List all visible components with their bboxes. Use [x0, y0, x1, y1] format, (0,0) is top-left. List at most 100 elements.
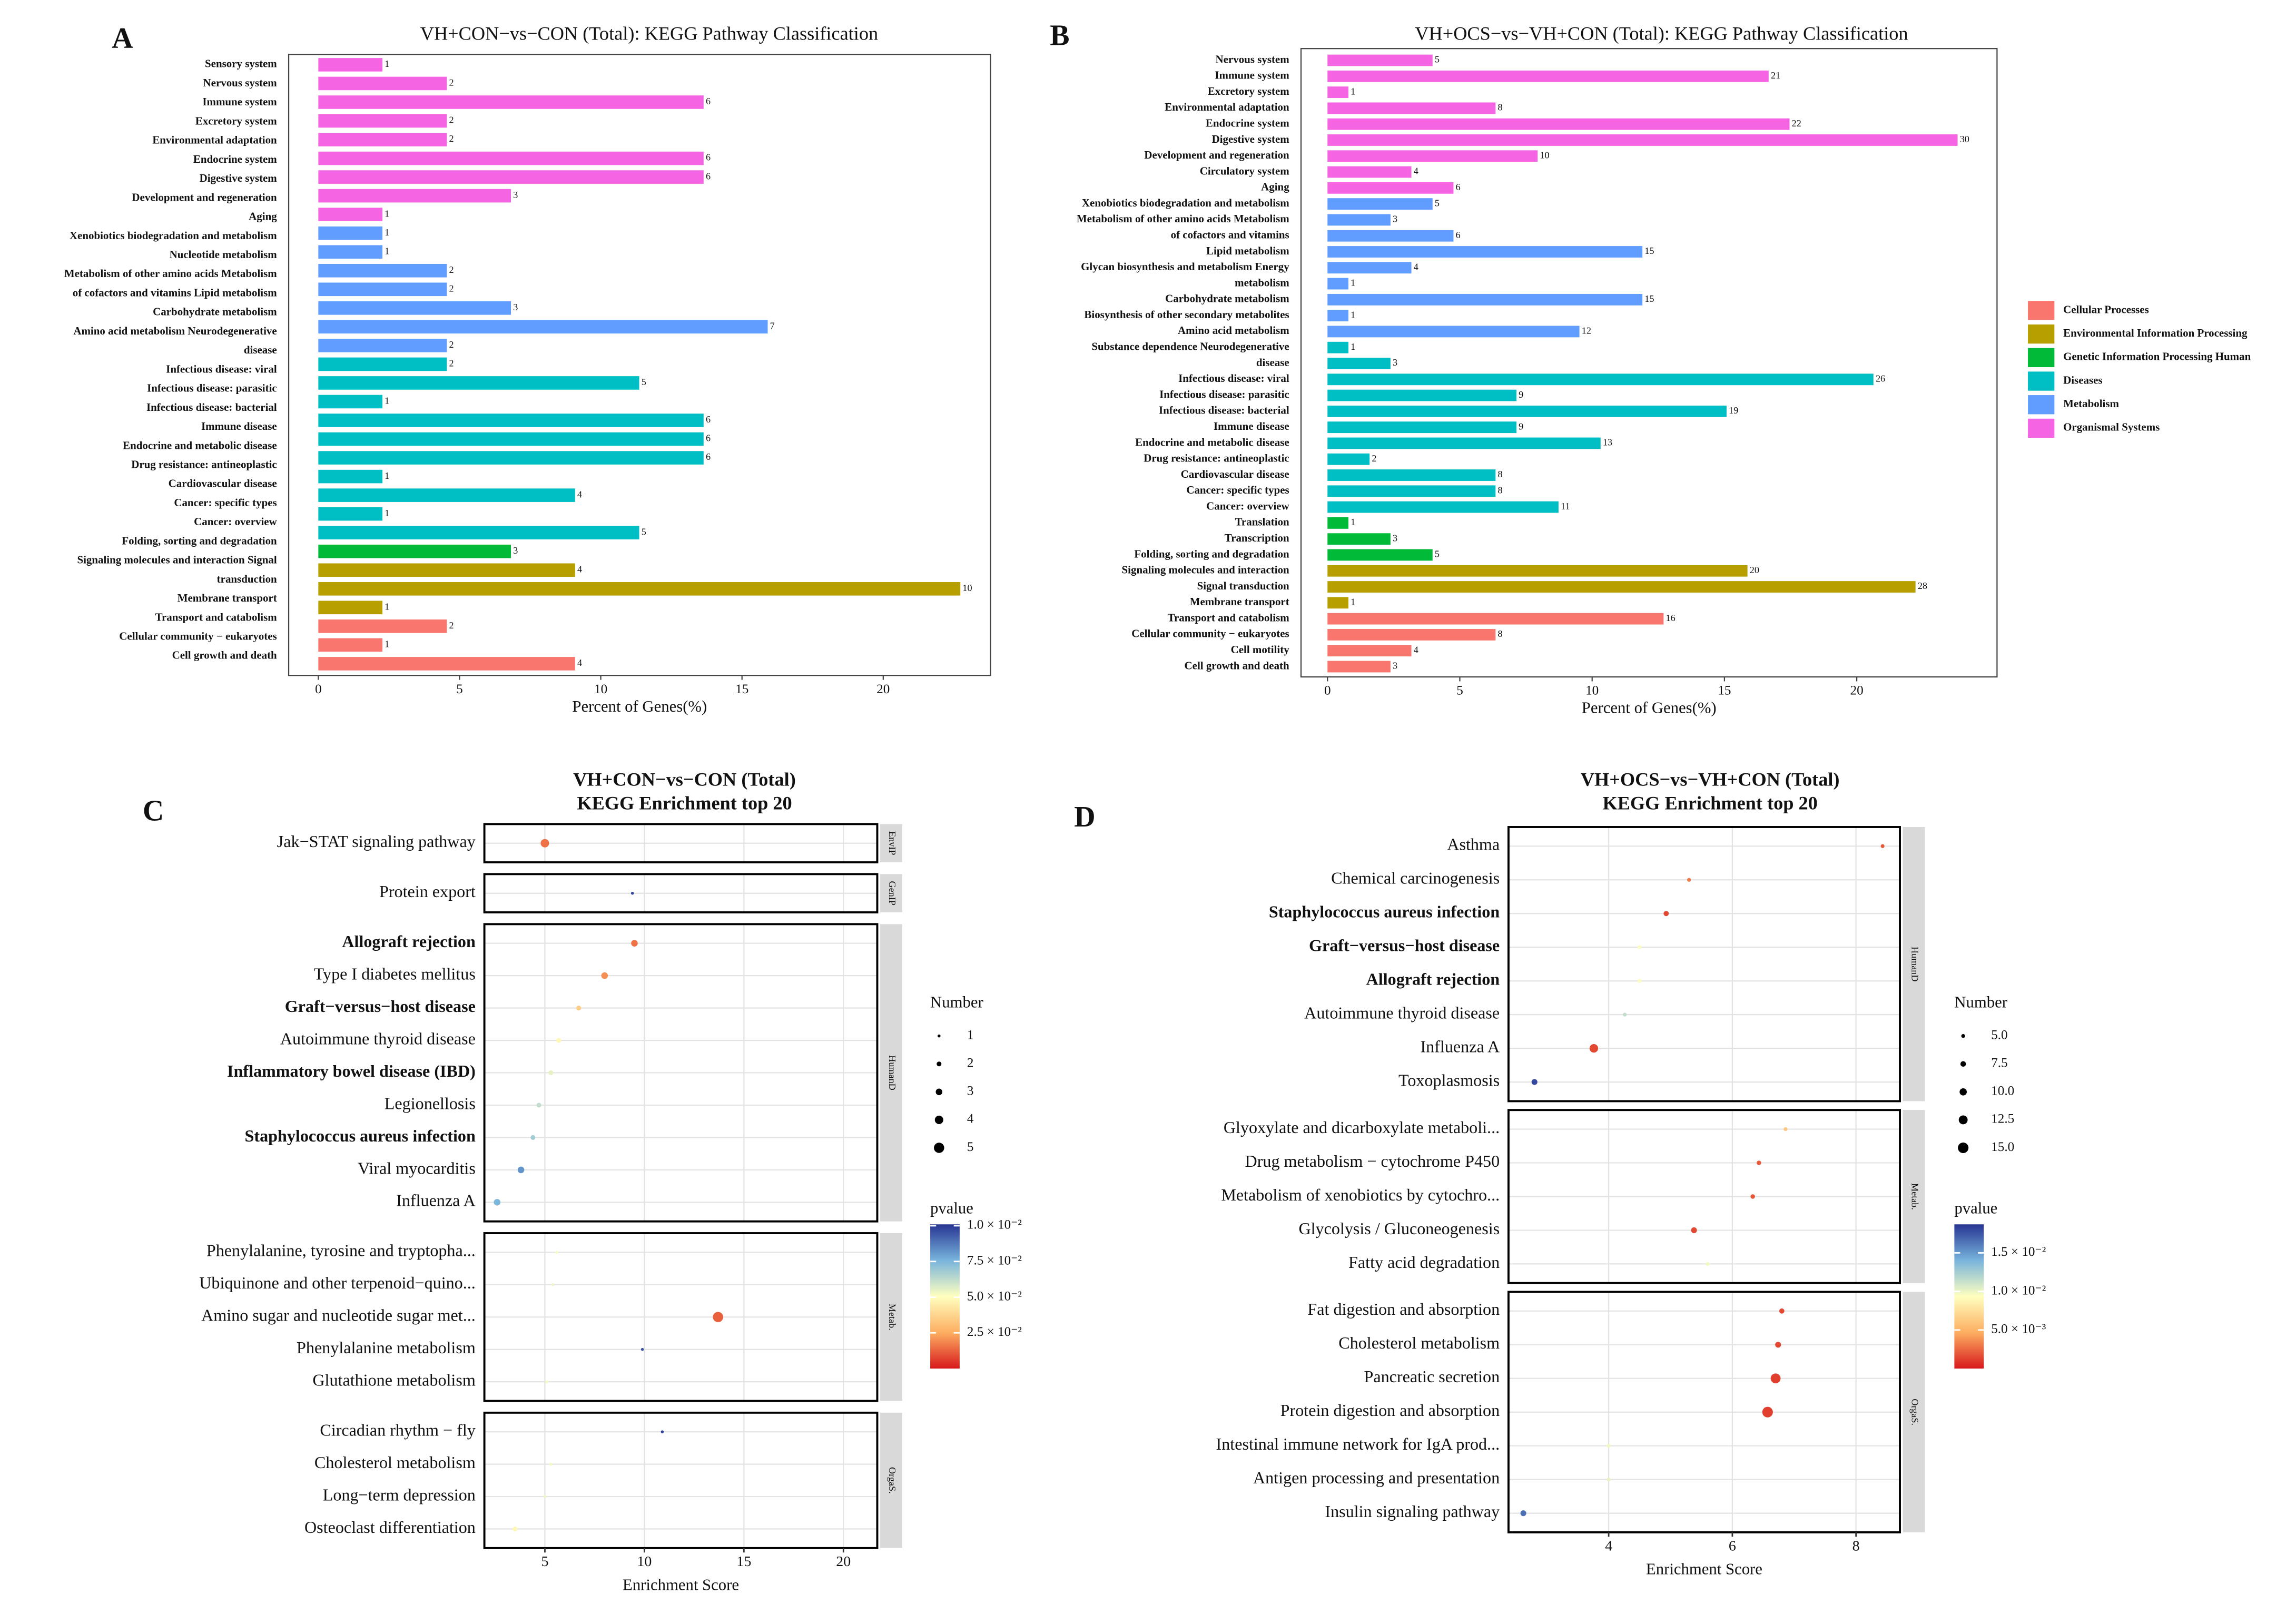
- colorbar-label: 5.0 × 10⁻²: [967, 1289, 1022, 1303]
- category-label: Nervous system: [203, 76, 278, 89]
- category-label: Cholesterol metabolism: [1338, 1333, 1500, 1352]
- legend-label: Genetic Information Processing Human: [2063, 350, 2251, 363]
- bar: [318, 451, 704, 465]
- point: [601, 972, 608, 979]
- count-label: 5: [1435, 54, 1440, 65]
- category-label: Type I diabetes mellitus: [314, 965, 476, 983]
- bar: [318, 282, 447, 297]
- facet-label: HumanD: [887, 1055, 898, 1090]
- point: [1762, 1406, 1773, 1418]
- count-label: 15: [1644, 245, 1654, 256]
- category-label: Intestinal immune network for IgA prod..…: [1216, 1434, 1500, 1453]
- category-label: Immune system: [202, 95, 277, 108]
- point: [548, 1070, 554, 1076]
- point: [576, 1006, 582, 1011]
- point: [1531, 1079, 1538, 1085]
- x-axis-label: Percent of Genes(%): [1582, 699, 1717, 717]
- point: [630, 891, 634, 895]
- bar: [1327, 581, 1916, 593]
- category-label: Graft−versus−host disease: [285, 997, 476, 1016]
- count-label: 3: [1393, 533, 1397, 543]
- category-label: Membrane transport: [178, 592, 277, 604]
- bar: [1327, 278, 1348, 290]
- bar: [1327, 182, 1454, 194]
- category-label: Cell growth and death: [1185, 659, 1289, 672]
- count-label: 9: [1519, 421, 1523, 431]
- colorbar-label: 1.0 × 10⁻²: [967, 1218, 1022, 1232]
- count-label: 28: [1918, 580, 1927, 591]
- facet-label: GenIP: [887, 881, 898, 906]
- category-label: Cancer: overview: [194, 515, 277, 528]
- category-label: Ubiquinone and other terpenoid−quino...: [199, 1273, 476, 1292]
- category-label: Excretory system: [1208, 85, 1289, 97]
- category-label: Translation: [1235, 516, 1290, 528]
- legend-point: [1961, 1034, 1965, 1038]
- facet-frame: [1507, 826, 1901, 1103]
- facet-strip: [880, 924, 902, 1222]
- bar: [1327, 597, 1348, 609]
- legend-label: 15.0: [1991, 1140, 2014, 1154]
- point: [536, 1103, 541, 1108]
- bar: [318, 638, 383, 652]
- category-label: Staphylococcus aureus infection: [245, 1126, 476, 1145]
- point: [1638, 979, 1642, 983]
- bar: [318, 301, 511, 315]
- bar: [1327, 485, 1496, 497]
- point: [1757, 1160, 1761, 1165]
- category-label: Environmental adaptation: [1165, 101, 1289, 113]
- count-label: 6: [706, 414, 711, 425]
- count-label: 6: [706, 96, 711, 106]
- count-label: 2: [449, 339, 454, 350]
- point: [1622, 1012, 1627, 1017]
- count-label: 10: [962, 583, 972, 593]
- facet-frame: [483, 1232, 879, 1402]
- count-label: 2: [449, 133, 454, 144]
- category-label: of cofactors and vitamins: [1171, 229, 1289, 241]
- point: [1779, 1308, 1785, 1314]
- x-tick-label: 15: [1718, 684, 1731, 698]
- panel-letter: A: [112, 22, 133, 55]
- bar: [318, 58, 383, 72]
- category-label: Carbohydrate metabolism: [1165, 292, 1289, 305]
- point: [1687, 878, 1691, 882]
- chart-title: VH+CON−vs−CON (Total): KEGG Pathway Clas…: [420, 23, 878, 44]
- chart-subtitle: KEGG Enrichment top 20: [577, 792, 792, 813]
- count-label: 15: [1644, 293, 1654, 304]
- facet-label: EnvIP: [887, 831, 898, 855]
- category-label: Lipid metabolism: [1206, 244, 1289, 257]
- legend-swatch: [2028, 348, 2055, 367]
- count-label: 8: [1498, 485, 1503, 495]
- count-label: 1: [385, 396, 389, 406]
- legend-point: [934, 1115, 943, 1124]
- category-label: Infectious disease: bacterial: [1159, 404, 1289, 417]
- category-label: Immune disease: [201, 420, 277, 432]
- x-axis-label: Enrichment Score: [623, 1576, 739, 1594]
- count-label: 6: [706, 171, 711, 181]
- category-label: Biosynthesis of other secondary metaboli…: [1084, 308, 1289, 321]
- bar: [318, 263, 447, 278]
- x-tick-label: 6: [1729, 1538, 1736, 1554]
- bar: [1327, 230, 1454, 242]
- bar: [318, 507, 383, 521]
- point: [1775, 1342, 1781, 1348]
- point: [1783, 1127, 1788, 1131]
- count-label: 6: [1456, 230, 1461, 240]
- x-axis-label: Percent of Genes(%): [572, 697, 707, 715]
- legend-title: pvalue: [930, 1199, 973, 1217]
- bar: [318, 488, 575, 502]
- count-label: 1: [385, 227, 389, 238]
- bar: [318, 245, 383, 259]
- count-label: 13: [1603, 437, 1612, 448]
- bar: [318, 395, 383, 409]
- point: [1750, 1194, 1755, 1199]
- x-axis-label: Enrichment Score: [1646, 1560, 1762, 1578]
- point: [517, 1166, 525, 1174]
- point: [640, 1347, 644, 1351]
- legend-label: Organismal Systems: [2063, 421, 2160, 434]
- category-label: Metabolism of other amino acids Metaboli…: [1077, 212, 1289, 225]
- category-label: Digestive system: [1212, 133, 1290, 145]
- bar: [1327, 326, 1580, 338]
- category-label: Amino sugar and nucleotide sugar met...: [201, 1306, 476, 1325]
- bar: [318, 357, 447, 371]
